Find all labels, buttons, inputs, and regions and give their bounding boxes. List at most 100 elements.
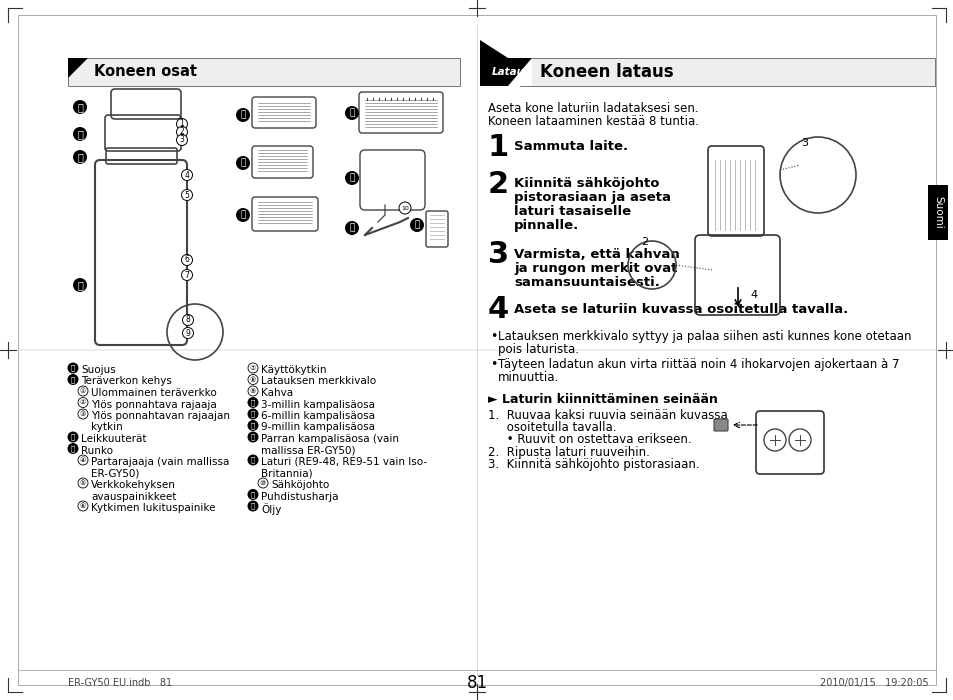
Text: ①: ① (80, 388, 86, 394)
Text: 3-millin kampalisäosa: 3-millin kampalisäosa (261, 400, 375, 410)
Text: Varmista, että kahvan: Varmista, että kahvan (514, 248, 679, 261)
Text: 3: 3 (801, 138, 807, 148)
Bar (68, 58, 459, 86)
Text: Täyteen ladatun akun virta riittää noin 4 ihokarvojen ajokertaan à 7: Täyteen ladatun akun virta riittää noin … (497, 358, 899, 371)
Circle shape (78, 455, 88, 465)
Text: ► Laturin kiinnittäminen seinään: ► Laturin kiinnittäminen seinään (488, 393, 717, 406)
Circle shape (345, 106, 358, 120)
Text: Teräverkon kehys: Teräverkon kehys (81, 377, 172, 386)
Circle shape (73, 150, 87, 164)
Circle shape (257, 478, 268, 488)
Circle shape (247, 409, 258, 419)
Text: Ⓐ: Ⓐ (77, 102, 83, 112)
Text: 2: 2 (488, 170, 509, 199)
Text: Ⓚ: Ⓚ (251, 503, 254, 510)
Text: kytkin: kytkin (91, 423, 123, 433)
Circle shape (78, 409, 88, 419)
Text: 5: 5 (184, 190, 190, 199)
Text: Ⓔ: Ⓔ (240, 111, 246, 120)
Text: Puhdistusharja: Puhdistusharja (261, 491, 338, 501)
Text: Aseta kone laturiin ladataksesi sen.: Aseta kone laturiin ladataksesi sen. (488, 102, 698, 115)
Text: 3: 3 (179, 136, 184, 144)
Circle shape (235, 208, 250, 222)
Circle shape (176, 118, 188, 130)
Text: Ⓖ: Ⓖ (251, 422, 254, 429)
Text: minuuttia.: minuuttia. (497, 371, 558, 384)
Text: ER-GY50 EU.indb   81: ER-GY50 EU.indb 81 (68, 678, 172, 688)
Text: 3: 3 (488, 240, 509, 269)
Text: 2.  Ripusta laturi ruuveihin.: 2. Ripusta laturi ruuveihin. (488, 446, 649, 459)
Circle shape (78, 398, 88, 407)
Text: Partarajaaja (vain mallissa: Partarajaaja (vain mallissa (91, 457, 229, 467)
Text: ⑥: ⑥ (80, 503, 86, 509)
Text: ③: ③ (80, 411, 86, 417)
Text: Ⓕ: Ⓕ (251, 411, 254, 417)
Text: 1: 1 (179, 120, 184, 129)
Text: Ⓘ: Ⓘ (349, 174, 355, 183)
Text: Latauksen merkkivalo: Latauksen merkkivalo (261, 377, 375, 386)
Circle shape (410, 218, 423, 232)
Text: Latauksen merkkivalo syttyy ja palaa siihen asti kunnes kone otetaan: Latauksen merkkivalo syttyy ja palaa sii… (497, 330, 910, 343)
Text: laturi tasaiselle: laturi tasaiselle (514, 205, 631, 218)
Text: Ⓓ: Ⓓ (71, 445, 75, 452)
Polygon shape (68, 58, 88, 78)
Text: Britannia): Britannia) (261, 468, 313, 479)
Text: 1.  Ruuvaa kaksi ruuvia seinään kuvassa: 1. Ruuvaa kaksi ruuvia seinään kuvassa (488, 409, 727, 422)
Circle shape (247, 489, 258, 500)
Bar (927, 185, 947, 240)
Circle shape (247, 420, 258, 431)
Circle shape (78, 478, 88, 488)
Text: 1: 1 (488, 133, 509, 162)
Text: 3.  Kiinnitä sähköjohto pistorasiaan.: 3. Kiinnitä sähköjohto pistorasiaan. (488, 458, 699, 471)
Text: mallissa ER-GY50): mallissa ER-GY50) (261, 445, 355, 456)
Text: samansuuntaisesti.: samansuuntaisesti. (514, 276, 659, 289)
Text: ②: ② (80, 400, 86, 405)
Text: 10: 10 (400, 206, 409, 211)
Text: Leikkuuterät: Leikkuuterät (81, 434, 147, 444)
Text: Öljy: Öljy (261, 503, 281, 515)
Circle shape (345, 171, 358, 185)
Circle shape (176, 134, 188, 146)
Bar (519, 58, 934, 86)
Circle shape (68, 431, 78, 442)
Text: Sähköjohto: Sähköjohto (271, 480, 329, 490)
Text: Ⓒ: Ⓒ (77, 152, 83, 162)
Text: • Ruuvit on ostettava erikseen.: • Ruuvit on ostettava erikseen. (488, 433, 691, 446)
Circle shape (247, 431, 258, 442)
Text: Ylös ponnahtavan rajaajan: Ylös ponnahtavan rajaajan (91, 411, 230, 421)
Text: 4: 4 (488, 295, 509, 324)
Text: Ulommainen teräverkko: Ulommainen teräverkko (91, 388, 216, 398)
Text: Kahva: Kahva (261, 388, 293, 398)
Text: Ⓘ: Ⓘ (251, 456, 254, 463)
Text: Ⓕ: Ⓕ (240, 158, 246, 167)
Text: Ⓔ: Ⓔ (251, 399, 254, 406)
Circle shape (181, 255, 193, 265)
Text: Ⓓ: Ⓓ (77, 280, 83, 290)
Text: •: • (490, 358, 497, 371)
Text: pinnalle.: pinnalle. (514, 219, 578, 232)
Circle shape (176, 127, 188, 137)
Circle shape (398, 202, 411, 214)
Polygon shape (479, 40, 507, 58)
Text: Ⓒ: Ⓒ (71, 434, 75, 440)
Circle shape (247, 397, 258, 408)
FancyBboxPatch shape (713, 419, 727, 431)
Text: 8: 8 (186, 316, 191, 325)
Circle shape (181, 190, 193, 200)
Text: ④: ④ (80, 457, 86, 463)
Circle shape (68, 443, 78, 454)
Text: pistorasiaan ja aseta: pistorasiaan ja aseta (514, 191, 670, 204)
Text: 81: 81 (466, 674, 487, 692)
Text: osoitetulla tavalla.: osoitetulla tavalla. (488, 421, 616, 434)
Text: Käyttökytkin: Käyttökytkin (261, 365, 326, 375)
Text: 9: 9 (186, 328, 191, 337)
Text: 4: 4 (749, 290, 757, 300)
Text: Lataus: Lataus (492, 67, 531, 77)
Text: Ⓙ: Ⓙ (251, 491, 254, 498)
Text: 6-millin kampalisäosa: 6-millin kampalisäosa (261, 411, 375, 421)
Circle shape (235, 108, 250, 122)
Text: Koneen osat: Koneen osat (94, 64, 196, 80)
Circle shape (181, 270, 193, 281)
Circle shape (248, 386, 257, 396)
Text: avauspainikkeet: avauspainikkeet (91, 491, 176, 501)
